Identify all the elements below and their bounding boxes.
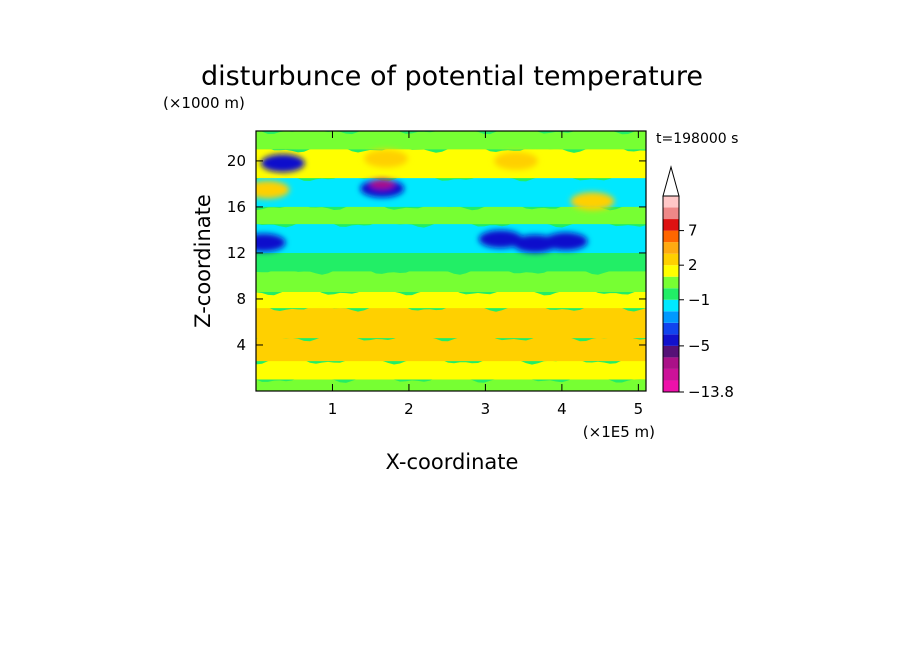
- colorbar-swatch: [663, 299, 679, 312]
- colorbar-swatch: [663, 276, 679, 289]
- contour-layer: [256, 220, 646, 253]
- contour-layers: [256, 131, 646, 391]
- plot-frame: [255, 130, 647, 392]
- colorbar-swatch: [663, 230, 679, 243]
- x-tick-label: 1: [328, 400, 338, 418]
- contour-layer: [256, 249, 646, 272]
- time-label: t=198000 s: [656, 131, 738, 147]
- colorbar-label: −13.8: [688, 383, 734, 401]
- x-tick-label: 5: [634, 400, 644, 418]
- contour-features: [256, 149, 615, 331]
- colorbar-swatch: [663, 345, 679, 358]
- contour-feature: [260, 154, 305, 173]
- contour-layer: [256, 268, 646, 293]
- colorbar-label: 7: [688, 222, 698, 240]
- colorbar-swatch: [663, 334, 679, 346]
- y-tick-label: 8: [236, 290, 246, 308]
- x-axis-title: X-coordinate: [386, 450, 519, 474]
- x-tick-label: 4: [557, 400, 567, 418]
- colorbar-swatch: [663, 219, 679, 231]
- contour-layer: [256, 334, 646, 362]
- y-axis: 4 8 12 16 20: [227, 152, 646, 354]
- colorbar-swatch: [663, 357, 679, 369]
- y-tick-label: 4: [236, 336, 246, 354]
- y-tick-label: 16: [227, 198, 246, 216]
- contour-layer: [256, 174, 646, 207]
- colorbar-label: −1: [688, 291, 710, 309]
- contour-feature: [543, 232, 588, 251]
- y-axis-title: Z-coordinate: [191, 194, 215, 328]
- plot-area: [256, 131, 646, 391]
- contour-layer: [256, 357, 646, 380]
- y-tick-label: 20: [227, 152, 246, 170]
- colorbar-swatch: [663, 288, 679, 300]
- contour-feature: [370, 178, 395, 189]
- colorbar-swatch: [663, 368, 679, 381]
- colorbar-swatch: [663, 196, 679, 208]
- colorbar: 7 2 −1 −5 −13.8: [662, 165, 734, 401]
- contour-layer: [256, 376, 646, 391]
- y-unit-label: (×1000 m): [163, 94, 245, 112]
- colorbar-label: −5: [688, 337, 710, 355]
- contour-feature: [299, 313, 343, 331]
- y-tick-label: 12: [227, 244, 246, 262]
- colorbar-swatch: [663, 311, 679, 323]
- colorbar-swatch: [663, 242, 679, 254]
- colorbar-swatch: [663, 380, 679, 392]
- contour-feature: [364, 149, 408, 168]
- x-tick-label: 3: [481, 400, 491, 418]
- contour-layer: [256, 131, 646, 150]
- contour-feature: [570, 192, 615, 211]
- colorbar-label: 2: [688, 256, 698, 274]
- contour-feature: [478, 230, 523, 249]
- contour-feature: [494, 151, 538, 170]
- x-axis: 1 2 3 4 5: [328, 131, 643, 418]
- contour-layer: [256, 146, 646, 179]
- x-tick-label: 2: [404, 400, 414, 418]
- contour-layer: [256, 203, 646, 225]
- colorbar-swatch: [663, 253, 679, 266]
- chart-title: disturbunce of potential temperature: [201, 61, 703, 92]
- colorbar-overflow-arrow: [662, 165, 680, 197]
- x-unit-label: (×1E5 m): [583, 423, 655, 441]
- contour-feature: [256, 180, 290, 199]
- contour-feature: [256, 233, 286, 252]
- colorbar-swatch: [663, 207, 679, 220]
- colorbar-swatch: [663, 265, 679, 277]
- contour-layer: [256, 288, 646, 309]
- contour-layer: [256, 305, 646, 339]
- colorbar-swatch: [663, 322, 679, 335]
